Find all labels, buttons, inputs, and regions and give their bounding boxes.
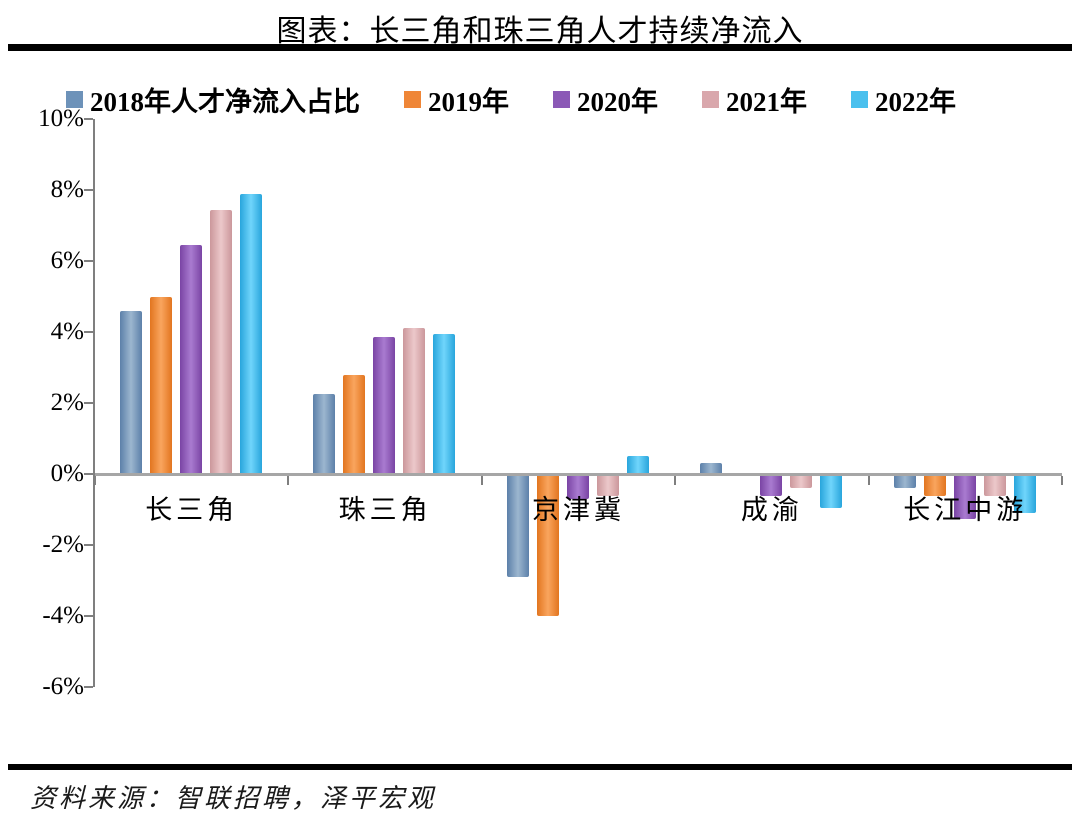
x-tick-mark <box>287 476 290 485</box>
legend: 2018年人才净流入占比 2019年 2020年 2021年 2022年 <box>66 80 956 119</box>
bar-京津冀-2022年 <box>626 456 649 474</box>
bar-长三角-2020年 <box>180 245 202 474</box>
y-tick-label: 10% <box>38 105 84 132</box>
bar-长三角-2018年人才净流入占比 <box>120 310 142 474</box>
y-tick-label: -2% <box>42 531 84 558</box>
source-note: 资料来源：智联招聘，泽平宏观 <box>30 784 437 813</box>
bar-长江中游-2021年 <box>983 476 1006 496</box>
chart-title: 图表：长三角和珠三角人才持续净流入 <box>276 15 804 48</box>
legend-label: 2022年 <box>875 87 956 117</box>
legend-label: 2018年人才净流入占比 <box>90 87 360 117</box>
bar-长江中游-2018年人才净流入占比 <box>893 476 916 489</box>
bar-珠三角-2022年 <box>433 333 456 474</box>
y-tick-label: 0% <box>50 460 84 487</box>
y-tick-mark <box>84 544 93 546</box>
legend-item-1: 2018年人才净流入占比 <box>66 80 360 119</box>
legend-swatch-icon <box>702 91 719 108</box>
bar-长江中游-2019年 <box>923 476 946 496</box>
bar-珠三角-2020年 <box>373 337 396 474</box>
legend-item-4: 2021年 <box>702 80 807 119</box>
category-label-2: 珠三角 <box>338 495 432 525</box>
legend-swatch-icon <box>404 91 421 108</box>
bar-珠三角-2019年 <box>343 374 366 474</box>
y-tick-label: 6% <box>50 247 84 274</box>
y-tick-mark <box>84 331 93 333</box>
bar-珠三角-2018年人才净流入占比 <box>313 394 336 474</box>
category-label-1: 长三角 <box>145 495 239 525</box>
y-tick-mark <box>84 189 93 191</box>
legend-item-5: 2022年 <box>851 80 956 119</box>
bar-成渝-2020年 <box>760 476 783 496</box>
x-tick-mark <box>480 476 483 485</box>
y-tick-mark <box>84 260 93 262</box>
x-tick-mark <box>867 476 870 485</box>
y-tick-mark <box>84 402 93 404</box>
legend-swatch-icon <box>851 91 868 108</box>
y-tick-mark <box>84 473 93 475</box>
category-label-3: 京津冀 <box>531 495 625 525</box>
bar-京津冀-2018年人才净流入占比 <box>506 476 529 578</box>
bar-长江中游-2022年 <box>1013 476 1036 514</box>
bottom-divider <box>8 764 1072 770</box>
y-tick-label: -6% <box>42 673 84 700</box>
bar-京津冀-2019年 <box>536 476 559 617</box>
y-tick-label: 8% <box>50 176 84 203</box>
category-label-5: 长江中游 <box>903 495 1028 525</box>
legend-label: 2020年 <box>577 87 658 117</box>
bar-长三角-2021年 <box>210 209 232 474</box>
y-tick-mark <box>84 118 93 120</box>
bar-长三角-2019年 <box>150 296 172 474</box>
x-tick-mark <box>674 476 677 485</box>
y-tick-label: 2% <box>50 389 84 416</box>
legend-swatch-icon <box>553 91 570 108</box>
y-tick-label: -4% <box>42 602 84 629</box>
y-tick-mark <box>84 686 93 688</box>
category-label-4: 成渝 <box>740 495 803 525</box>
x-tick-mark <box>1061 476 1063 485</box>
bar-成渝-2021年 <box>790 476 813 489</box>
y-tick-label: 4% <box>50 318 84 345</box>
legend-item-3: 2020年 <box>553 80 658 119</box>
bar-成渝-2018年人才净流入占比 <box>700 463 723 474</box>
bar-长三角-2022年 <box>240 193 262 474</box>
bar-京津冀-2020年 <box>566 476 589 500</box>
legend-item-2: 2019年 <box>404 80 509 119</box>
top-divider <box>8 44 1072 51</box>
y-axis-line <box>93 119 95 687</box>
legend-swatch-icon <box>66 91 83 108</box>
x-axis-line <box>95 473 1062 476</box>
bar-长江中游-2020年 <box>953 476 976 519</box>
bar-珠三角-2021年 <box>403 328 426 474</box>
bar-京津冀-2021年 <box>596 476 619 496</box>
x-tick-mark <box>94 476 96 485</box>
legend-label: 2019年 <box>428 87 509 117</box>
legend-label: 2021年 <box>726 87 807 117</box>
y-tick-mark <box>84 615 93 617</box>
bar-成渝-2022年 <box>820 476 843 508</box>
